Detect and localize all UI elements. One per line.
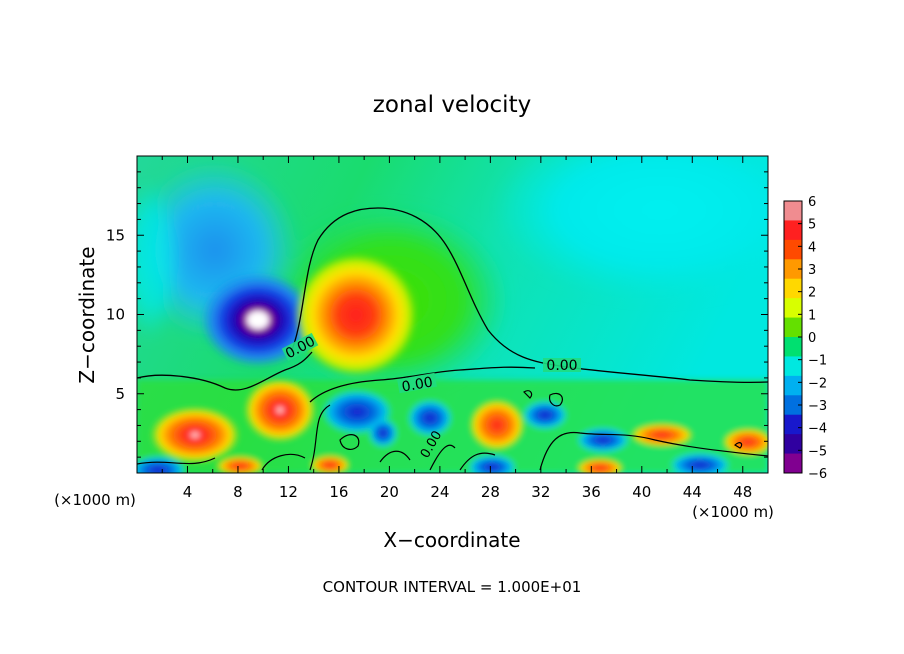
colorbar-tick-label: 2 xyxy=(808,286,816,301)
lower-blob xyxy=(150,407,240,463)
y-axis-label: Z−coordinate xyxy=(75,246,99,383)
zero-contour-line xyxy=(379,390,743,463)
positive-velocity-core xyxy=(294,253,418,377)
colorbar-tick-label: −3 xyxy=(808,399,827,414)
x-tick-label: 20 xyxy=(380,483,399,501)
y-axis: 5 10 15 xyxy=(106,171,768,458)
x-tick-label: 12 xyxy=(279,483,298,501)
lower-blob xyxy=(216,456,264,473)
colorbar-swatch xyxy=(784,356,802,377)
colorbar-tick-label: −5 xyxy=(808,444,827,459)
lower-blob xyxy=(469,399,525,451)
y-tick-label: 15 xyxy=(106,226,125,244)
zero-contour-line xyxy=(309,366,536,403)
lower-blob xyxy=(630,423,694,447)
colorbar-swatch xyxy=(784,395,802,416)
x-tick-label: 28 xyxy=(481,483,500,501)
x-tick-label: 44 xyxy=(683,483,702,501)
lower-blob xyxy=(523,401,567,429)
y-tick-label: 10 xyxy=(106,306,125,324)
chart-title: zonal velocity xyxy=(373,92,531,118)
colorbar-swatch xyxy=(784,337,802,357)
x-axis: 4 8 12 16 20 24 28 32 36 40 44 48 xyxy=(161,156,752,501)
lower-blob xyxy=(408,400,452,436)
contour-label: 0.00 xyxy=(546,358,577,374)
colorbar-tick-label: −1 xyxy=(808,354,827,369)
zero-contour-line xyxy=(289,207,768,384)
colorbar-tick-label: 1 xyxy=(808,308,816,323)
y-tick-label: 5 xyxy=(115,385,125,403)
contour-label: 0.00 xyxy=(401,374,434,395)
zero-contour-line xyxy=(137,351,313,391)
colorbar-swatch xyxy=(784,220,802,241)
x-tick-label: 8 xyxy=(233,483,243,501)
x-tick-label: 32 xyxy=(531,483,550,501)
lower-blob xyxy=(577,428,629,452)
colorbar-swatch xyxy=(784,434,802,455)
lower-blob xyxy=(244,378,316,442)
contour-interval-note: CONTOUR INTERVAL = 1.000E+01 xyxy=(323,578,582,596)
colorbar-tick-label: −6 xyxy=(808,467,827,482)
plot-area: 0.00 0.00 0.00 0.00 xyxy=(137,156,768,473)
colorbar-tick-label: −4 xyxy=(808,422,827,437)
colorbar-tick-label: 5 xyxy=(808,218,816,233)
colorbar-swatch xyxy=(784,298,802,319)
lower-blob xyxy=(576,458,624,473)
colorbar-swatch xyxy=(784,453,802,474)
colorbar-swatch xyxy=(784,201,802,221)
negative-velocity-core xyxy=(200,272,316,368)
colorbar-swatch xyxy=(784,278,802,299)
lower-blob xyxy=(369,419,397,447)
x-tick-label: 40 xyxy=(632,483,651,501)
x-axis-label: X−coordinate xyxy=(383,528,520,552)
zero-contour-line xyxy=(137,404,768,471)
colorbar-swatch xyxy=(784,375,802,396)
x-unit-right: (×1000 m) xyxy=(692,503,774,521)
x-unit-left: (×1000 m) xyxy=(54,491,136,509)
x-tick-label: 36 xyxy=(582,483,601,501)
colorbar-tick-label: 3 xyxy=(808,263,816,278)
lower-blob xyxy=(310,455,350,473)
lower-blob xyxy=(670,453,730,473)
colorbar-tick-label: −2 xyxy=(808,376,827,391)
colorbar-swatch xyxy=(784,239,802,260)
colorbar-swatch xyxy=(784,317,802,338)
x-tick-label: 4 xyxy=(183,483,193,501)
colorbar-tick-label: 4 xyxy=(808,240,816,255)
cyan-left-edge xyxy=(137,180,180,340)
colorbar: 6 5 4 3 2 1 0 −1 −2 −3 −4 −5 −6 xyxy=(783,195,827,482)
lower-blob xyxy=(468,455,516,473)
x-tick-label: 48 xyxy=(733,483,752,501)
colorbar-tick-label: 0 xyxy=(808,331,816,346)
x-tick-label: 24 xyxy=(430,483,449,501)
colorbar-tick-label: 6 xyxy=(808,195,816,210)
x-tick-label: 16 xyxy=(329,483,348,501)
lower-blob xyxy=(722,428,768,456)
upper-right-cyan-region xyxy=(490,156,768,300)
colorbar-swatch xyxy=(784,414,802,435)
colorbar-swatch xyxy=(784,259,802,280)
lower-blob xyxy=(137,456,186,473)
